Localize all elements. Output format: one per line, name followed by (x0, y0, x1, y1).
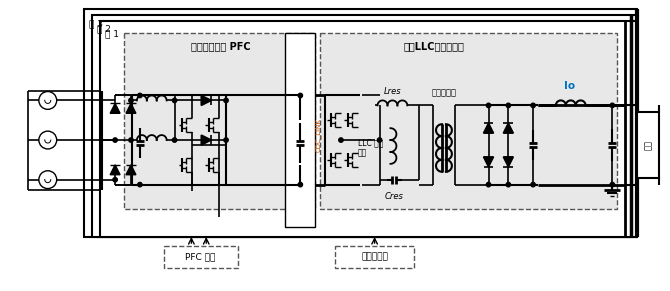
Bar (100, 21, 637, 237)
Polygon shape (126, 165, 136, 175)
Circle shape (531, 103, 535, 108)
Polygon shape (201, 95, 211, 105)
Circle shape (172, 138, 177, 142)
Bar (637, 112, 659, 178)
Polygon shape (201, 135, 211, 145)
Polygon shape (503, 157, 513, 167)
Circle shape (298, 182, 303, 187)
Text: 单向LLC全桥转换器: 单向LLC全桥转换器 (403, 41, 464, 51)
Text: Lres: Lres (384, 88, 401, 97)
Circle shape (610, 103, 614, 108)
Bar (320, 33, 617, 210)
Text: 相 2: 相 2 (97, 24, 111, 33)
Polygon shape (110, 165, 120, 175)
Circle shape (298, 93, 303, 98)
Polygon shape (503, 123, 513, 133)
Circle shape (224, 138, 228, 142)
Text: 隔离变压器: 隔离变压器 (431, 88, 456, 97)
Text: 初级侧门控: 初级侧门控 (361, 252, 388, 261)
Circle shape (129, 98, 133, 103)
Circle shape (129, 138, 133, 142)
Circle shape (506, 182, 511, 187)
Circle shape (506, 103, 511, 108)
Polygon shape (484, 157, 494, 167)
Circle shape (138, 182, 142, 187)
Circle shape (486, 182, 490, 187)
Text: CDC_LINK: CDC_LINK (315, 118, 322, 152)
Circle shape (531, 182, 535, 187)
Text: 电池: 电池 (643, 140, 653, 150)
Text: 相 1: 相 1 (105, 29, 119, 38)
Circle shape (113, 178, 117, 182)
Bar (163, 246, 238, 268)
Bar (124, 33, 315, 210)
Text: PFC 控制: PFC 控制 (185, 252, 216, 261)
Polygon shape (484, 123, 494, 133)
Circle shape (339, 138, 343, 142)
Text: 传统的交错式 PFC: 传统的交错式 PFC (192, 41, 251, 51)
Circle shape (486, 103, 490, 108)
Polygon shape (110, 103, 120, 113)
Circle shape (138, 93, 142, 98)
Text: Io: Io (564, 81, 576, 91)
Bar (285, 33, 315, 227)
Bar (84, 9, 637, 237)
Circle shape (172, 98, 177, 103)
Circle shape (113, 138, 117, 142)
Bar (92, 15, 637, 237)
Circle shape (610, 182, 614, 187)
Circle shape (377, 138, 382, 142)
Text: 相 3: 相 3 (89, 19, 103, 28)
Text: Cres: Cres (385, 191, 404, 200)
Polygon shape (126, 103, 136, 113)
Circle shape (224, 98, 228, 103)
Bar (335, 246, 414, 268)
Text: LLC 储能
电路: LLC 储能 电路 (358, 138, 383, 158)
